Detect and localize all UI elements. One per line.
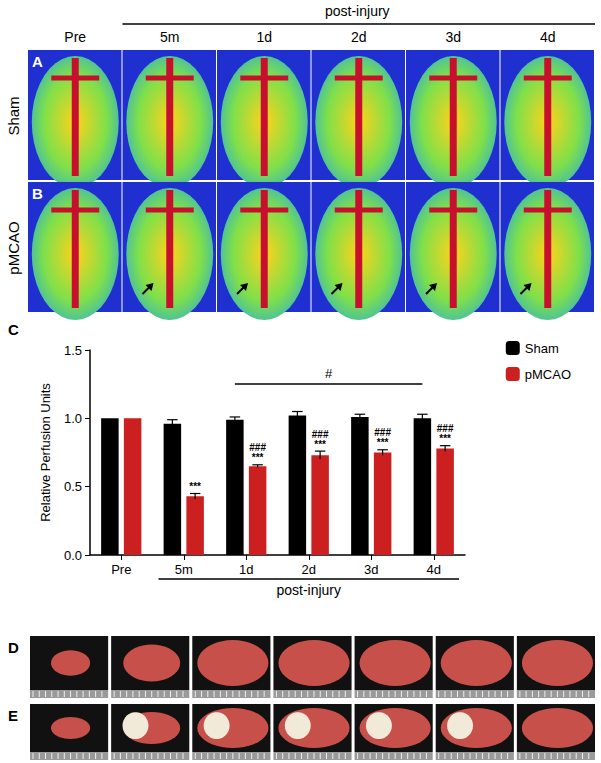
svg-text:3d: 3d xyxy=(445,29,461,45)
svg-text:D: D xyxy=(8,639,19,656)
svg-text:4d: 4d xyxy=(540,29,556,45)
svg-text:Pre: Pre xyxy=(111,562,131,577)
svg-text:E: E xyxy=(8,707,18,724)
svg-text:1d: 1d xyxy=(239,562,253,577)
svg-text:Sham: Sham xyxy=(5,96,22,135)
svg-text:***: *** xyxy=(377,437,389,448)
svg-text:###: ### xyxy=(374,427,391,438)
svg-text:A: A xyxy=(32,53,43,70)
svg-text:***: *** xyxy=(189,481,201,492)
svg-text:post-injury: post-injury xyxy=(276,582,341,598)
svg-text:2d: 2d xyxy=(302,562,316,577)
svg-text:###: ### xyxy=(312,429,329,440)
svg-text:***: *** xyxy=(252,452,264,463)
svg-text:1d: 1d xyxy=(256,29,272,45)
svg-text:#: # xyxy=(325,366,333,381)
svg-text:post-injury: post-injury xyxy=(325,3,390,19)
svg-text:5m: 5m xyxy=(175,562,193,577)
svg-text:###: ### xyxy=(249,442,266,453)
svg-text:1.0: 1.0 xyxy=(64,411,82,426)
svg-text:###: ### xyxy=(437,423,454,434)
svg-text:Pre: Pre xyxy=(64,29,86,45)
svg-text:4d: 4d xyxy=(427,562,441,577)
svg-text:1.5: 1.5 xyxy=(64,343,82,358)
svg-text:pMCAO: pMCAO xyxy=(525,367,571,382)
svg-text:***: *** xyxy=(439,433,451,444)
svg-text:Relative Perfusion Units: Relative Perfusion Units xyxy=(38,383,53,522)
svg-text:5m: 5m xyxy=(160,29,179,45)
svg-text:pMCAO: pMCAO xyxy=(5,221,22,274)
svg-text:***: *** xyxy=(314,439,326,450)
svg-text:C: C xyxy=(8,321,19,338)
svg-text:0.5: 0.5 xyxy=(64,479,82,494)
svg-text:2d: 2d xyxy=(351,29,367,45)
svg-text:3d: 3d xyxy=(364,562,378,577)
svg-text:Sham: Sham xyxy=(525,341,559,356)
svg-text:0.0: 0.0 xyxy=(64,548,82,563)
svg-text:B: B xyxy=(32,185,43,202)
